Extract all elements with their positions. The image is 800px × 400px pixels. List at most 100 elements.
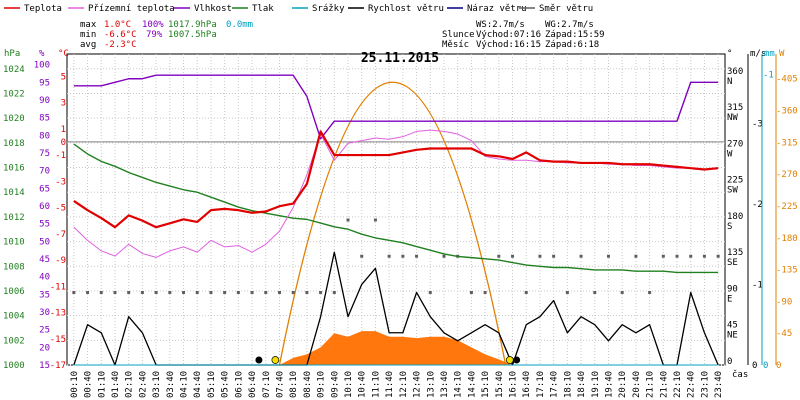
tick-label-time: 10:10: [344, 371, 354, 398]
tick-label-pct: 85: [39, 114, 50, 124]
tick-label-pct: 80: [39, 131, 50, 141]
tick-label-w: -45: [776, 329, 792, 339]
series-solar-area: [73, 331, 719, 365]
tick-label-w: -405: [776, 75, 798, 85]
chart-title: 25.11.2015: [361, 51, 439, 66]
wind-dir-point: [154, 290, 158, 294]
wind-dir-point: [524, 290, 528, 294]
tick-label-dir: 270: [727, 139, 743, 149]
tick-label-hpa: 1010: [3, 238, 25, 248]
axis-title-pct: %: [39, 49, 45, 59]
tick-label-time: 22:40: [687, 371, 697, 398]
wind-dir-point: [387, 254, 391, 258]
wind-dir-point: [648, 290, 652, 294]
tick-label-hpa: 1012: [3, 213, 25, 223]
tick-label-dir: 135: [727, 248, 743, 258]
wind-dir-point: [675, 254, 679, 258]
tick-label-time: 07:40: [275, 371, 285, 398]
tick-label-time: 12:40: [413, 371, 423, 398]
tick-label-dir-compass: NW: [727, 113, 738, 123]
wind-dir-point: [291, 290, 295, 294]
stats-min-label: min: [80, 30, 96, 40]
wind-dir-point: [538, 254, 542, 258]
wind-dir-point: [99, 290, 103, 294]
tick-label-time: 09:10: [317, 371, 327, 398]
tick-label-dir: 315: [727, 103, 743, 113]
wind-dir-point: [305, 290, 309, 294]
wind-dir-point: [346, 218, 350, 222]
tick-label-time: 07:10: [262, 371, 272, 398]
plot-area: [66, 53, 726, 366]
wind-dir-point: [332, 290, 336, 294]
tick-label-pct: 45: [39, 255, 50, 265]
wind-dir-point: [497, 254, 501, 258]
tick-label-time: 20:40: [632, 371, 642, 398]
tick-label-time: 19:10: [591, 371, 601, 398]
tick-label-w: -270: [776, 170, 798, 180]
wind-dir-point: [195, 290, 199, 294]
wind-dir-point: [415, 254, 419, 258]
series-pressure: [73, 143, 719, 274]
stats-min-temp: -6.6°C: [104, 30, 137, 40]
tick-label-pct: 30: [39, 308, 50, 318]
tick-label-dir-compass: E: [727, 294, 732, 304]
tick-label-time: 21:40: [659, 371, 669, 398]
tick-label-temp: -11: [50, 282, 66, 292]
tick-label-pct: 55: [39, 220, 50, 230]
tick-label-temp: 5: [61, 72, 66, 82]
sun-set: Západ:15:59: [545, 30, 605, 40]
wind-dir-point: [373, 218, 377, 222]
axis-title-dir: °: [727, 49, 732, 59]
tick-label-dir-compass: SW: [727, 186, 738, 196]
tick-label-time: 03:10: [152, 371, 162, 398]
series-temperature: [73, 130, 719, 229]
wind-dir-point: [168, 290, 172, 294]
tick-label-temp: -7: [55, 230, 66, 240]
stats-avg-temp: -2.3°C: [104, 40, 137, 50]
tick-label-time: 19:40: [604, 371, 614, 398]
tick-label-dir: 90: [727, 284, 738, 294]
tick-label-time: 13:40: [440, 371, 450, 398]
tick-label-pct: 35: [39, 290, 50, 300]
tick-label-time: 10:40: [358, 371, 368, 398]
wind-dir-point: [250, 290, 254, 294]
stats-max-rain: 0.0mm: [226, 20, 253, 30]
tick-label-time: 06:40: [248, 371, 258, 398]
tick-label-time: 06:10: [234, 371, 244, 398]
stats-max-label: max: [80, 20, 97, 30]
tick-label-dir-compass: W: [727, 149, 733, 159]
wind-dir-point: [606, 254, 610, 258]
wind-dir-point: [264, 290, 268, 294]
tick-label-time: 18:10: [563, 371, 573, 398]
tick-label-ms: -1: [752, 280, 763, 290]
wind-dir-point: [565, 290, 569, 294]
tick-label-dir: 180: [727, 212, 743, 222]
tick-label-time: 15:10: [481, 371, 491, 398]
tick-label-time: 04:40: [193, 371, 203, 398]
tick-label-pct: 60: [39, 202, 50, 212]
tick-label-temp: -5: [55, 204, 66, 214]
series-humidity: [73, 74, 719, 140]
wind-dir-point: [661, 254, 665, 258]
legend-label: Tlak: [252, 4, 274, 14]
wind-dir-point: [442, 254, 446, 258]
tick-label-hpa: 1000: [3, 361, 25, 371]
wind-dir-point: [209, 290, 213, 294]
moonrise-marker: [513, 356, 521, 364]
wind-dir-point: [552, 254, 556, 258]
wind-dir-point: [401, 254, 405, 258]
sun-rise: Východ:07:16: [476, 30, 541, 40]
tick-label-dir-compass: N: [727, 77, 732, 87]
stats-min-press: 1007.5hPa: [168, 30, 217, 40]
tick-label-time: 17:40: [550, 371, 560, 398]
tick-label-time: 13:10: [426, 371, 436, 398]
axis-title-w: W: [779, 49, 785, 59]
series-layer: [72, 74, 720, 366]
tick-label-time: 18:40: [577, 371, 587, 398]
tick-label-hpa: 1016: [3, 164, 25, 174]
axis-title-hpa: hPa: [4, 49, 20, 59]
tick-label-pct: 95: [39, 78, 50, 88]
tick-label-hpa: 1008: [3, 262, 25, 272]
wind-dir-point: [469, 290, 473, 294]
